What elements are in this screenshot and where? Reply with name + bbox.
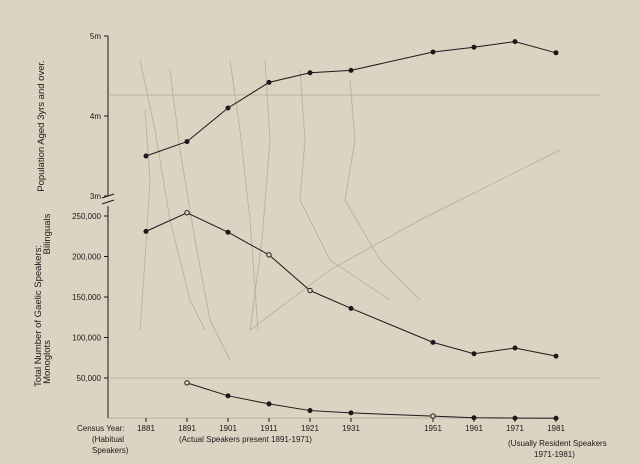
bilinguals-series-point — [225, 229, 231, 235]
series-label-bilinguals: Bilinguals — [42, 213, 53, 254]
x-axis-title: Census Year: — [77, 424, 125, 433]
population-series-line — [145, 41, 557, 157]
x-note-resident-line2: 1971-1981) — [534, 450, 575, 459]
x-tick-label: 1981 — [547, 424, 565, 433]
bilinguals-series-point — [512, 345, 518, 351]
upper-y-tick-label: 3m — [90, 192, 101, 201]
monoglots-series-point — [430, 413, 436, 419]
population-series-point — [184, 139, 190, 145]
population-series-point — [307, 70, 313, 76]
upper-y-tick-label: 4m — [90, 112, 101, 121]
bilinguals-series-point — [143, 228, 149, 234]
population-series-point — [512, 39, 518, 45]
x-tick-label: 1961 — [465, 424, 483, 433]
monoglots-series-point — [184, 380, 190, 386]
lower-y-tick-label: 250,000 — [72, 212, 101, 221]
bilinguals-series-point — [430, 339, 436, 345]
bilinguals-series-point — [266, 252, 272, 258]
bilinguals-series-line — [145, 212, 557, 357]
lower-y-axis-title: Total Number of Gaelic Speakers: — [33, 245, 44, 387]
bilinguals-series-point — [553, 353, 559, 359]
monoglots-series-line — [186, 382, 557, 419]
x-tick-label: 1911 — [260, 424, 278, 433]
x-note-habitual-line2: Speakers) — [92, 446, 129, 455]
bilinguals-series-point — [184, 210, 190, 216]
x-tick-label: 1951 — [424, 424, 442, 433]
monoglots-series-point — [225, 393, 231, 399]
upper-y-tick-label: 5m — [90, 32, 101, 41]
lower-y-tick-label: 50,000 — [77, 374, 102, 383]
lower-y-tick-label: 150,000 — [72, 293, 101, 302]
population-series-point — [430, 49, 436, 55]
bleed-through-texture — [110, 59, 600, 379]
population-series-point — [553, 50, 559, 56]
x-tick-label: 1891 — [178, 424, 196, 433]
x-note-resident-line1: (Usually Resident Speakers — [508, 439, 607, 448]
population-series-point — [348, 67, 354, 73]
population-series-point — [143, 153, 149, 159]
x-tick-label: 1881 — [137, 424, 155, 433]
x-note-habitual-line1: (Habitual — [92, 435, 124, 444]
x-tick-label: 1921 — [301, 424, 319, 433]
x-tick-label: 1971 — [506, 424, 524, 433]
population-series-point — [471, 44, 477, 50]
monoglots-series-point — [471, 415, 477, 421]
bilinguals-series-point — [348, 305, 354, 311]
population-series-point — [225, 105, 231, 111]
x-tick-label: 1901 — [219, 424, 237, 433]
series-label-monoglots: Monoglots — [42, 340, 53, 384]
monoglots-series-point — [553, 415, 559, 421]
chart-marks: 5m 4m 3m 250,000 200,000 150,000 100,000 50,000… — [72, 32, 565, 433]
monoglots-series-point — [512, 415, 518, 421]
monoglots-series-point — [266, 401, 272, 407]
lower-y-tick-label: 100,000 — [72, 334, 101, 343]
monoglots-series-point — [348, 410, 354, 416]
upper-y-axis-title: Population Aged 3yrs and over. — [36, 60, 47, 192]
chart-axes — [101, 36, 560, 419]
x-tick-label: 1931 — [342, 424, 360, 433]
lower-y-tick-label: 200,000 — [72, 253, 101, 262]
monoglots-series-point — [307, 408, 313, 414]
bilinguals-series-point — [307, 287, 313, 294]
bilinguals-series-point — [471, 351, 477, 357]
x-note-actual: (Actual Speakers present 1891-1971) — [179, 435, 312, 444]
population-series-point — [266, 79, 272, 85]
